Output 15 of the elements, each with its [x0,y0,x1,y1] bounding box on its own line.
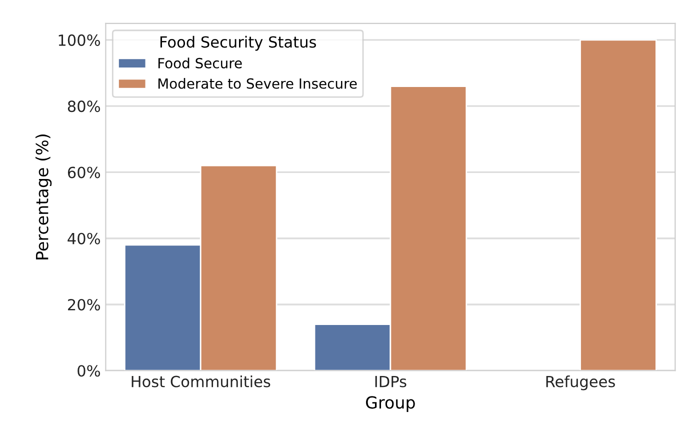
y-tick-label: 80% [68,100,100,112]
y-tick-label: 60% [68,166,100,178]
x-tick-label: IDPs [375,376,406,388]
legend-title: Food Security Status [160,36,316,51]
x-tick-label: Refugees [546,375,615,390]
y-tick-label: 40% [68,232,100,244]
y-tick-label: 20% [68,298,100,311]
y-tick-label: 0% [78,365,100,377]
legend-label: Food Secure [158,58,242,68]
x-tick-label: Host Communities [132,375,270,388]
x-axis-title: Group [366,396,415,412]
y-tick-label: 100% [58,34,100,46]
legend-label: Moderate to Severe Insecure [158,78,357,89]
y-axis-title: Percentage (%) [36,134,52,260]
bar [580,39,657,371]
